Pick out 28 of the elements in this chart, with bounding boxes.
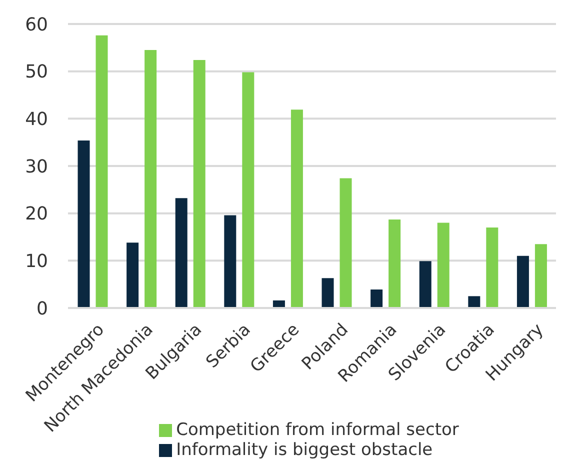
y-tick-label: 40 xyxy=(25,109,48,130)
bar xyxy=(437,222,450,308)
bar xyxy=(486,228,498,308)
bar xyxy=(96,35,108,308)
bar xyxy=(290,110,303,308)
bar xyxy=(126,242,139,308)
bar xyxy=(534,244,547,308)
y-tick-label: 20 xyxy=(25,204,48,225)
y-tick-label: 30 xyxy=(25,156,48,178)
legend-label: Informality is biggest obstacle xyxy=(176,440,433,460)
bar xyxy=(175,198,188,308)
bar xyxy=(468,296,480,308)
y-tick-label: 60 xyxy=(25,14,48,36)
bar xyxy=(388,219,401,308)
bar xyxy=(242,72,254,308)
legend-label: Competition from informal sector xyxy=(176,420,459,440)
bar xyxy=(340,178,352,308)
y-tick-label: 10 xyxy=(25,251,48,272)
bar xyxy=(78,140,90,308)
bar xyxy=(419,261,432,308)
bar xyxy=(370,290,383,308)
bar xyxy=(144,50,157,308)
y-tick-label: 50 xyxy=(25,62,48,83)
bar xyxy=(193,60,206,308)
bar xyxy=(516,256,529,308)
y-tick-label: 0 xyxy=(36,298,48,320)
bar xyxy=(224,215,236,308)
bar xyxy=(322,278,334,308)
